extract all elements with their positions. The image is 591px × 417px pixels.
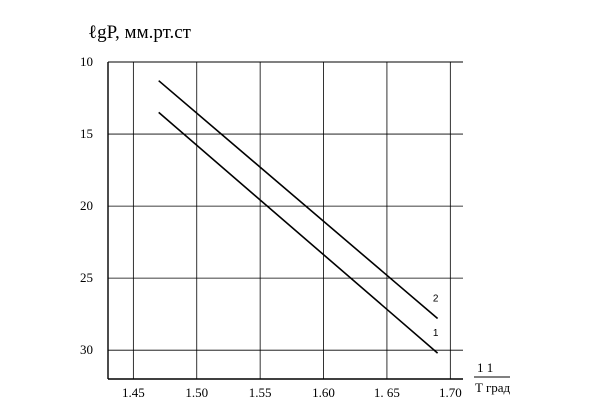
x-tick-labels: 1.45 1.50 1.55 1.60 1. 65 1.70 (122, 385, 462, 400)
y-tick-label: 25 (80, 270, 93, 285)
x-tick-label: 1. 65 (374, 385, 400, 400)
series-lines (158, 80, 439, 354)
x-tick-label: 1.70 (439, 385, 462, 400)
chart-title: ℓgP, мм.рт.ст (88, 22, 192, 43)
series-labels: 12 (433, 293, 439, 339)
series-line-1 (158, 111, 439, 354)
x-tick-label: 1.50 (185, 385, 208, 400)
series-line-2 (158, 80, 439, 320)
y-tick-label: 15 (80, 126, 93, 141)
y-tick-labels: 10 15 20 25 30 (80, 54, 93, 357)
y-tick-label: 10 (80, 54, 93, 69)
series-label-2: 2 (433, 293, 439, 304)
y-tick-label: 20 (80, 198, 93, 213)
series-label-1: 1 (433, 328, 439, 339)
x-tick-label: 1.60 (312, 385, 335, 400)
x-tick-label: 1.55 (249, 385, 272, 400)
y-tick-label: 30 (80, 342, 93, 357)
x-axis-label-top: 1 1 (477, 360, 493, 375)
axes (107, 61, 463, 380)
x-tick-label: 1.45 (122, 385, 145, 400)
x-axis-label-bottom: T град (475, 380, 511, 395)
grid (108, 61, 463, 379)
